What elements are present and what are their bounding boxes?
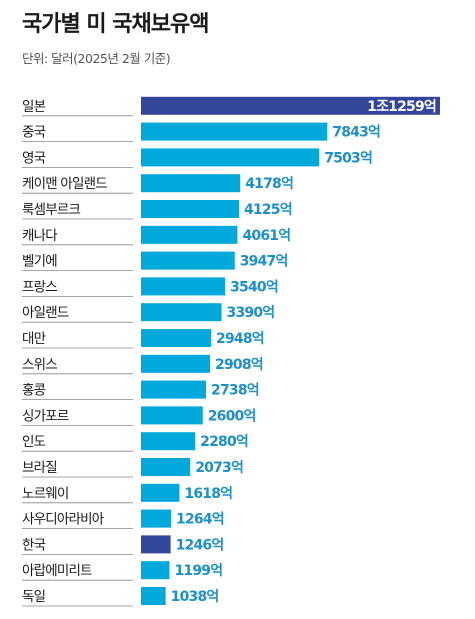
category-label: 노르웨이 (22, 486, 68, 502)
bar (141, 432, 196, 451)
category-label: 한국 (22, 537, 46, 553)
chart-title: 국가별 미 국채보유액 (22, 12, 209, 37)
value-label: 2948억 (216, 331, 264, 347)
category-label: 중국 (22, 125, 46, 141)
category-label: 홍콩 (22, 383, 46, 399)
value-label: 7843억 (332, 125, 380, 141)
bar (141, 277, 226, 296)
category-label: 싱가포르 (22, 408, 69, 424)
category-label: 케이맨 아일랜드 (22, 176, 107, 192)
category-label: 캐나다 (22, 228, 58, 244)
category-label: 아랍에미리트 (22, 563, 92, 579)
bar (141, 225, 238, 244)
value-label: 3390억 (227, 305, 275, 321)
category-label: 벨기에 (22, 254, 57, 270)
bar (141, 122, 328, 141)
category-label: 아일랜드 (22, 305, 69, 321)
bar (141, 329, 212, 347)
category-label: 룩셈부르크 (22, 202, 80, 218)
bar (141, 561, 170, 580)
value-label: 1618억 (184, 486, 232, 502)
category-label: 브라질 (22, 460, 57, 476)
bar (141, 535, 171, 554)
value-label: 1038억 (171, 589, 219, 605)
bar (141, 509, 172, 528)
bar (141, 96, 440, 115)
bar (141, 483, 180, 502)
bar (141, 406, 203, 425)
bar (141, 354, 211, 373)
bar (141, 458, 191, 476)
category-label: 인도 (22, 434, 46, 450)
category-label: 영국 (22, 150, 46, 166)
value-label: 1조1259억 (367, 99, 436, 115)
value-label: 3947억 (240, 254, 288, 270)
value-label: 2280억 (200, 434, 248, 450)
chart-subtitle: 단위: 달러(2025년 2월 기준) (22, 51, 171, 66)
category-label: 대만 (22, 331, 46, 347)
bar (141, 587, 166, 605)
category-label: 독일 (22, 589, 46, 605)
value-label: 4125억 (244, 202, 292, 218)
category-label: 일본 (22, 99, 46, 115)
value-label: 1246억 (176, 537, 224, 553)
value-label: 7503억 (324, 150, 372, 166)
value-label: 1199억 (174, 563, 222, 579)
bar (141, 251, 235, 270)
value-label: 2738억 (211, 383, 259, 399)
value-label: 4061억 (242, 228, 290, 244)
category-label: 사우디아라비아 (22, 512, 105, 528)
value-label: 2908억 (215, 357, 263, 373)
value-label: 4178억 (245, 176, 293, 192)
category-label: 스위스 (22, 357, 57, 373)
value-label: 2600억 (208, 408, 256, 424)
bar (141, 200, 239, 218)
value-label: 1264억 (176, 512, 224, 528)
value-label: 3540억 (230, 279, 278, 295)
bar (141, 174, 241, 193)
value-label: 2073억 (195, 460, 243, 476)
bar (141, 303, 222, 322)
bar (141, 148, 320, 167)
bar (141, 380, 207, 399)
category-label: 프랑스 (22, 279, 57, 295)
